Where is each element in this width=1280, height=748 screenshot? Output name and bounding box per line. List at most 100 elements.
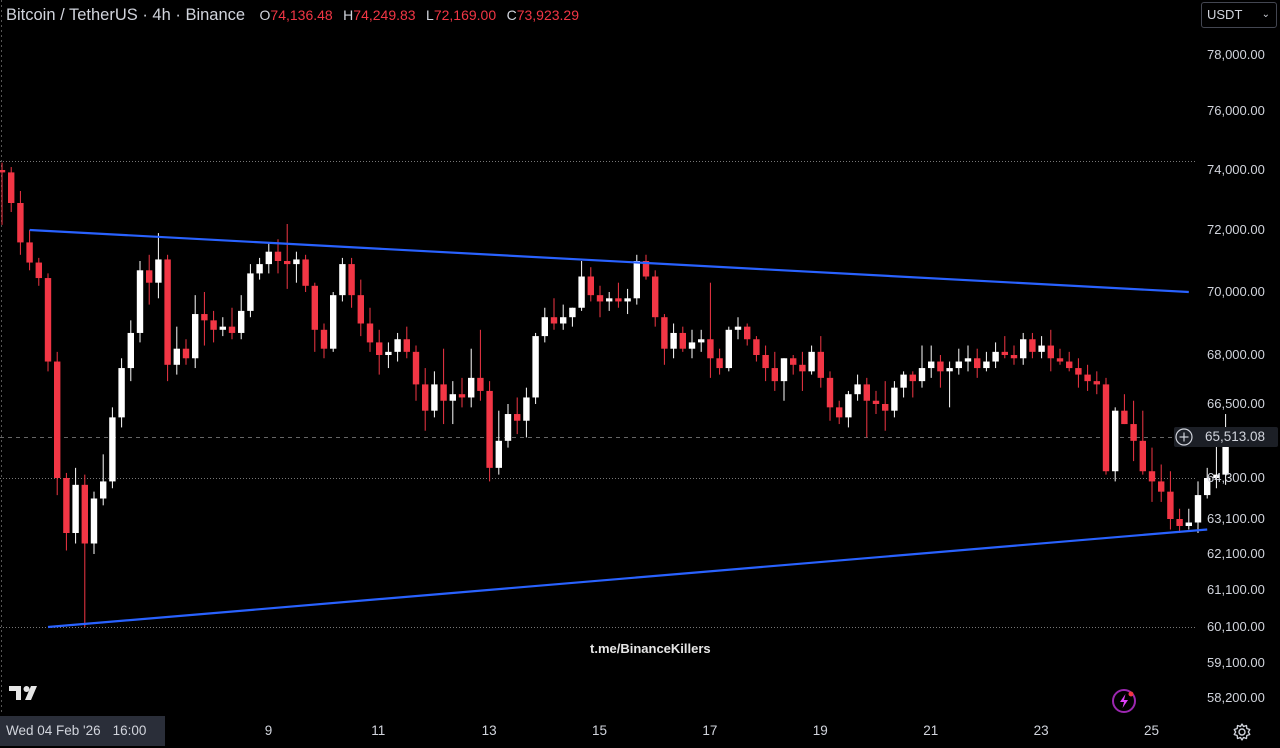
- candle-body: [826, 377, 834, 408]
- trendlines-group[interactable]: [29, 228, 1208, 629]
- price-axis-label: 61,100.00: [1207, 582, 1265, 597]
- trendline[interactable]: [47, 528, 1208, 629]
- crosshair-date-label: Wed 04 Feb '26 16:00: [0, 716, 165, 746]
- candle: [247, 264, 254, 318]
- currency-select[interactable]: USDT ⌄: [1201, 2, 1277, 28]
- candle: [753, 336, 760, 362]
- candle-body: [1185, 522, 1192, 526]
- candle: [854, 374, 861, 401]
- candle-body: [817, 351, 824, 378]
- symbol-title[interactable]: Bitcoin / TetherUS · 4h · Binance: [6, 6, 246, 24]
- candle: [394, 332, 401, 362]
- candle: [274, 239, 282, 274]
- candle: [330, 292, 337, 352]
- candle: [431, 371, 438, 418]
- candle-body: [1102, 384, 1110, 472]
- candle-body: [652, 276, 659, 318]
- candle-body: [790, 358, 797, 365]
- price-axis-label: 63,100.00: [1207, 511, 1265, 526]
- trendline[interactable]: [29, 228, 1189, 294]
- candle: [652, 270, 659, 327]
- candle-body: [615, 298, 622, 302]
- candle: [366, 307, 374, 352]
- candle-body: [882, 404, 889, 411]
- tradingview-logo-icon[interactable]: [9, 683, 45, 703]
- close-value: 73,923.29: [516, 7, 580, 23]
- candle-body: [863, 384, 870, 401]
- candle: [679, 326, 686, 352]
- candle-body: [440, 384, 447, 401]
- candle-body: [81, 484, 88, 544]
- candle: [1102, 377, 1110, 475]
- candle-body: [1167, 491, 1174, 519]
- candle-body: [265, 251, 272, 265]
- price-axis-label: 72,000.00: [1207, 222, 1265, 237]
- candle: [90, 491, 98, 554]
- current-price-marker[interactable]: 65,513.08: [1174, 427, 1278, 447]
- candle: [1010, 345, 1018, 365]
- candle: [606, 292, 613, 311]
- candle: [1066, 351, 1073, 372]
- candle-body: [661, 317, 668, 349]
- candle-body: [1121, 410, 1128, 425]
- candle-body: [1056, 358, 1064, 362]
- candle-body: [247, 273, 254, 311]
- price-axis-label: 66,500.00: [1207, 396, 1265, 411]
- candle-body: [210, 320, 217, 330]
- candle: [302, 254, 309, 292]
- candle-body: [72, 484, 79, 533]
- horizontal-levels: [0, 161, 1197, 628]
- candle: [1167, 471, 1174, 530]
- settings-gear-icon[interactable]: [1232, 722, 1252, 742]
- candle: [504, 404, 512, 448]
- high-value: 74,249.83: [353, 7, 416, 23]
- open-label: O: [259, 7, 271, 23]
- candle: [1158, 464, 1165, 502]
- price-axis-label: 74,000.00: [1207, 162, 1265, 177]
- candle-body: [302, 259, 309, 286]
- candle: [1148, 447, 1156, 502]
- candle-body: [928, 361, 935, 369]
- candle: [734, 317, 742, 340]
- candle-body: [845, 394, 852, 418]
- plus-circle-icon[interactable]: [1174, 427, 1194, 447]
- price-axis-label: 78,000.00: [1207, 47, 1265, 62]
- candle-body: [394, 339, 401, 352]
- candle: [661, 314, 668, 365]
- candle-body: [974, 358, 981, 369]
- candle-body: [0, 170, 6, 173]
- candle-body: [422, 384, 429, 411]
- candle: [495, 410, 502, 475]
- time-axis-label: 13: [481, 723, 497, 738]
- candle-body: [560, 317, 567, 324]
- candle-body: [136, 270, 144, 333]
- price-axis-label: 62,100.00: [1207, 546, 1265, 561]
- candle-body: [1112, 410, 1119, 472]
- symbol-legend[interactable]: Bitcoin / TetherUS · 4h · Binance O74,13…: [6, 6, 585, 25]
- candle-body: [744, 326, 751, 340]
- candle: [44, 273, 52, 372]
- candle-body: [17, 203, 24, 243]
- candle: [293, 251, 300, 283]
- candle: [210, 310, 217, 343]
- candle-body: [164, 259, 171, 365]
- candle: [1093, 371, 1100, 395]
- time-axis-label: 23: [1033, 723, 1049, 738]
- candle: [477, 329, 484, 401]
- crosshair-date: Wed 04 Feb '26: [6, 723, 101, 738]
- lightning-icon[interactable]: [1111, 688, 1137, 714]
- candle-body: [596, 295, 604, 302]
- candle: [1121, 394, 1128, 425]
- candle: [928, 345, 935, 378]
- candle-body: [872, 400, 880, 404]
- candle: [900, 371, 907, 398]
- candle-body: [1148, 471, 1156, 482]
- candle-body: [698, 339, 705, 343]
- candle-body: [532, 336, 539, 398]
- candle: [688, 329, 696, 359]
- candle-body: [578, 276, 585, 308]
- candle: [836, 400, 843, 425]
- candle-body: [1066, 361, 1073, 369]
- candle-body: [964, 358, 972, 362]
